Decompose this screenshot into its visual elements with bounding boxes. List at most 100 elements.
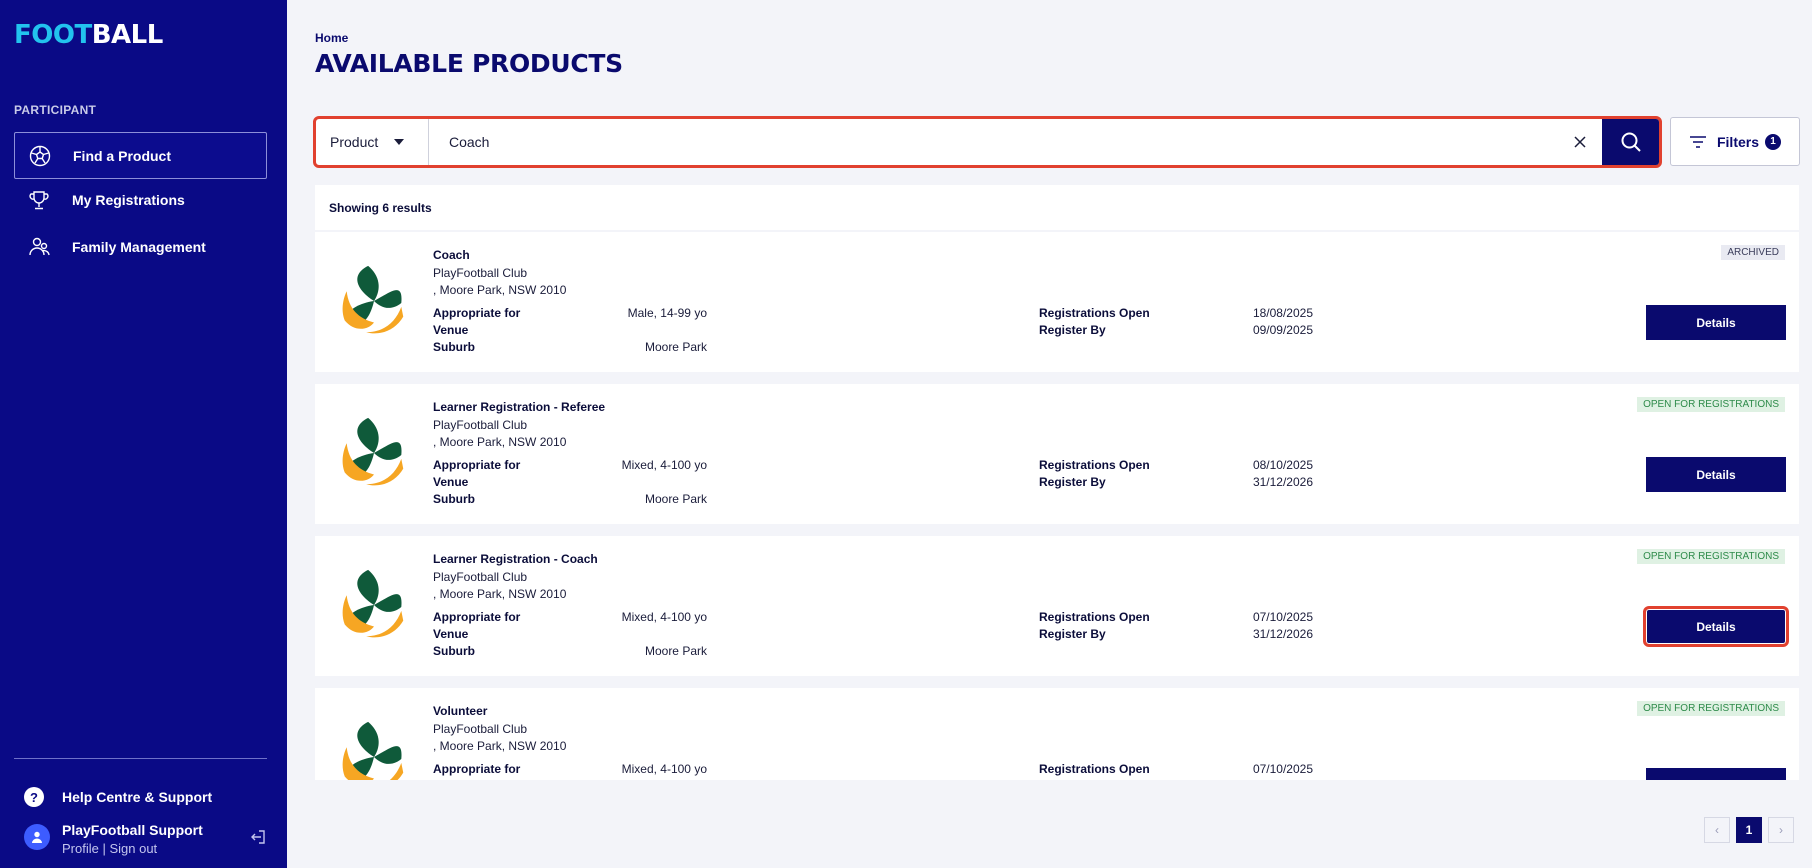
appropriate-for-label: Appropriate for	[433, 458, 521, 472]
football-australia-logo	[336, 719, 412, 780]
search-button[interactable]	[1602, 119, 1659, 165]
sign-out-icon[interactable]	[250, 829, 266, 850]
sidebar-divider	[14, 758, 267, 759]
register-by-label: Register By	[1039, 323, 1106, 337]
sidebar-item-label: My Registrations	[72, 191, 185, 208]
register-by-value: 31/12/2026	[1252, 627, 1313, 641]
status-badge: OPEN FOR REGISTRATIONS	[1637, 397, 1785, 412]
sign-out-link[interactable]: Sign out	[109, 841, 158, 856]
product-org: PlayFootball Club	[433, 722, 528, 736]
registrations-open-value: 07/10/2025	[1252, 610, 1313, 624]
status-badge: OPEN FOR REGISTRATIONS	[1637, 701, 1785, 716]
details-button[interactable]: Details	[1646, 305, 1786, 340]
suburb-value: Moore Park	[644, 340, 707, 354]
sidebar-item-find-a-product[interactable]: Find a Product	[14, 132, 267, 179]
results-summary: Showing 6 results	[315, 185, 1799, 230]
appropriate-for-value: Male, 14-99 yo	[627, 306, 707, 320]
appropriate-for-value: Mixed, 4-100 yo	[621, 762, 707, 776]
register-by-label: Register By	[1039, 627, 1106, 641]
product-title: Volunteer	[433, 704, 488, 718]
sidebar-item-label: Find a Product	[73, 147, 171, 164]
appropriate-for-label: Appropriate for	[433, 762, 521, 776]
sidebar: FOOTBALL PARTICIPANT Find a Product My R…	[0, 0, 287, 868]
football-australia-logo	[336, 567, 412, 643]
appropriate-for-value: Mixed, 4-100 yo	[621, 458, 707, 472]
caret-down-icon	[394, 139, 405, 145]
soccer-ball-icon	[27, 143, 53, 169]
search-bar: Product	[313, 116, 1662, 168]
status-badge: OPEN FOR REGISTRATIONS	[1637, 549, 1785, 564]
registrations-open-value: 08/10/2025	[1252, 458, 1313, 472]
product-address: , Moore Park, NSW 2010	[433, 435, 567, 449]
sidebar-item-label: Family Management	[72, 238, 206, 255]
status-badge: ARCHIVED	[1721, 245, 1785, 260]
venue-label: Venue	[433, 323, 469, 337]
product-title: Coach	[433, 248, 470, 262]
registrations-open-label: Registrations Open	[1039, 458, 1150, 472]
sidebar-item-my-registrations[interactable]: My Registrations	[14, 176, 267, 223]
suburb-label: Suburb	[433, 340, 475, 354]
close-icon	[1574, 136, 1586, 148]
user-block: PlayFootball Support Profile | Sign out	[24, 822, 203, 856]
registrations-open-label: Registrations Open	[1039, 610, 1150, 624]
appropriate-for-label: Appropriate for	[433, 610, 521, 624]
prev-page-button[interactable]: ‹	[1704, 817, 1730, 843]
product-org: PlayFootball Club	[433, 570, 528, 584]
product-org: PlayFootball Club	[433, 418, 528, 432]
suburb-value: Moore Park	[644, 644, 707, 658]
help-icon: ?	[24, 787, 44, 807]
search-type-label: Product	[330, 134, 379, 150]
profile-link[interactable]: Profile	[62, 841, 99, 856]
product-org: PlayFootball Club	[433, 266, 528, 280]
product-address: , Moore Park, NSW 2010	[433, 587, 567, 601]
link-separator: |	[98, 841, 110, 856]
filter-icon	[1689, 135, 1706, 148]
registrations-open-label: Registrations Open	[1039, 306, 1150, 320]
search-type-select[interactable]: Product	[316, 119, 429, 165]
next-page-button[interactable]: ›	[1768, 817, 1794, 843]
trophy-icon	[26, 187, 52, 213]
user-name: PlayFootball Support	[62, 822, 203, 838]
app-logo[interactable]: FOOTBALL	[14, 20, 163, 50]
sidebar-section-label: PARTICIPANT	[14, 103, 97, 117]
suburb-label: Suburb	[433, 492, 475, 506]
avatar	[24, 824, 50, 850]
pagination: ‹ 1 ›	[1704, 817, 1794, 843]
product-card: Learner Registration - Referee PlayFootb…	[315, 384, 1799, 524]
registrations-open-value: 07/10/2025	[1252, 762, 1313, 776]
product-title: Learner Registration - Coach	[433, 552, 598, 566]
register-by-value: 31/12/2026	[1252, 475, 1313, 489]
details-button[interactable]: Details	[1646, 768, 1786, 780]
filters-button[interactable]: Filters 1	[1670, 117, 1800, 166]
details-button[interactable]: Details	[1643, 606, 1789, 647]
product-card: Volunteer PlayFootball Club , Moore Park…	[315, 688, 1799, 780]
product-address: , Moore Park, NSW 2010	[433, 739, 567, 753]
search-input[interactable]	[429, 119, 1558, 165]
filters-label: Filters	[1716, 133, 1759, 150]
search-icon	[1621, 132, 1641, 152]
venue-label: Venue	[433, 627, 469, 641]
football-australia-logo	[336, 263, 412, 339]
product-address: , Moore Park, NSW 2010	[433, 283, 567, 297]
details-button[interactable]: Details	[1646, 457, 1786, 492]
register-by-label: Register By	[1039, 475, 1106, 489]
product-card: Coach PlayFootball Club , Moore Park, NS…	[315, 232, 1799, 372]
registrations-open-label: Registrations Open	[1039, 762, 1150, 776]
page-button-current[interactable]: 1	[1736, 817, 1762, 843]
football-australia-logo	[336, 415, 412, 491]
page-title: AVAILABLE PRODUCTS	[315, 49, 623, 78]
suburb-label: Suburb	[433, 644, 475, 658]
registrations-open-value: 18/08/2025	[1252, 306, 1313, 320]
product-card: Learner Registration - Coach PlayFootbal…	[315, 536, 1799, 676]
appropriate-for-value: Mixed, 4-100 yo	[621, 610, 707, 624]
venue-label: Venue	[433, 475, 469, 489]
product-title: Learner Registration - Referee	[433, 400, 606, 414]
help-label: Help Centre & Support	[62, 789, 213, 805]
family-icon	[26, 234, 52, 260]
suburb-value: Moore Park	[644, 492, 707, 506]
sidebar-item-family-management[interactable]: Family Management	[14, 223, 267, 270]
breadcrumb[interactable]: Home	[315, 31, 349, 45]
clear-search-button[interactable]	[1558, 119, 1602, 165]
help-centre-link[interactable]: ? Help Centre & Support	[24, 787, 212, 807]
filters-count-badge: 1	[1765, 133, 1781, 150]
